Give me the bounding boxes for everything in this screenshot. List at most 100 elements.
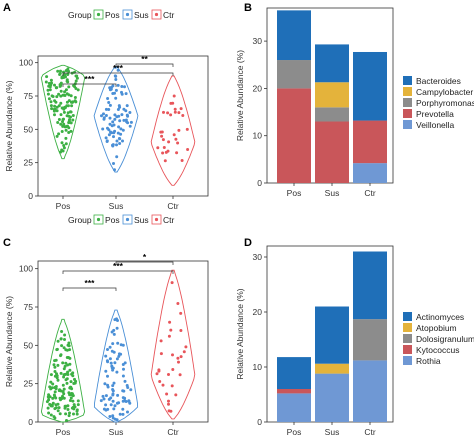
legend-label-pos: Pos <box>105 215 120 225</box>
y-tick-label: 100 <box>19 58 33 68</box>
data-point <box>62 74 66 78</box>
data-point <box>120 113 124 117</box>
plot-frame <box>37 260 209 423</box>
legend-swatch-prevotella <box>403 109 412 118</box>
data-point <box>166 149 170 153</box>
data-point <box>53 104 57 108</box>
data-point <box>173 107 177 111</box>
data-point <box>108 103 112 107</box>
data-point <box>111 399 115 403</box>
data-point <box>99 399 103 403</box>
data-point <box>61 390 65 394</box>
x-tick-label: Ctr <box>364 427 376 437</box>
significance-bracket <box>115 63 174 67</box>
data-point <box>62 346 66 350</box>
y-tick-label: 75 <box>24 302 34 312</box>
data-point <box>116 108 120 111</box>
data-point <box>64 404 68 408</box>
bar-segment-prevotella <box>315 121 349 183</box>
data-point <box>57 104 61 108</box>
data-point <box>162 146 166 149</box>
violin-ctr <box>150 75 196 186</box>
data-point <box>128 124 132 128</box>
data-point <box>59 69 62 73</box>
data-point <box>115 155 119 159</box>
data-point <box>102 397 106 401</box>
data-point <box>175 151 179 155</box>
data-point <box>72 382 76 385</box>
data-point <box>68 356 72 360</box>
data-point <box>61 120 64 124</box>
data-point <box>123 379 127 383</box>
data-point <box>54 100 58 104</box>
legend-label-ctr: Ctr <box>163 10 175 20</box>
data-point <box>185 127 189 131</box>
data-point <box>56 121 60 124</box>
data-point <box>62 117 65 121</box>
data-point <box>113 91 116 95</box>
data-point <box>110 124 114 128</box>
legend-key-dot <box>125 217 130 222</box>
data-point <box>49 78 53 82</box>
y-tick-label: 50 <box>24 124 34 134</box>
significance-label: *** <box>113 63 124 73</box>
data-point <box>52 393 56 397</box>
data-point <box>73 99 77 103</box>
data-point <box>112 381 116 385</box>
data-point <box>112 407 116 411</box>
data-point <box>115 115 119 119</box>
data-point <box>169 113 173 117</box>
data-point <box>113 404 117 408</box>
y-tick-label: 25 <box>24 158 34 168</box>
data-point <box>121 128 125 132</box>
bar-segment-kytococcus <box>277 389 311 394</box>
data-point <box>171 368 175 371</box>
data-point <box>117 352 121 356</box>
data-point <box>115 401 119 405</box>
data-point <box>119 127 123 131</box>
y-tick-label: 0 <box>257 417 262 427</box>
data-point <box>48 85 52 89</box>
data-point <box>63 373 67 376</box>
data-point <box>69 121 73 125</box>
data-point <box>61 93 65 97</box>
data-point <box>75 408 79 412</box>
data-point <box>103 382 107 386</box>
data-point <box>100 114 103 118</box>
data-point <box>120 85 124 88</box>
panel-a: A 0 25 50 75 100 Pos Sus Ctr Relative Abundance (… <box>3 2 209 211</box>
data-point <box>62 387 66 391</box>
data-point <box>68 393 72 397</box>
data-point <box>67 114 71 118</box>
data-point <box>107 101 111 104</box>
legend-swatch-kytococcus <box>403 345 412 354</box>
legend-label-bacteroides: Bacteroides <box>416 76 461 86</box>
data-point <box>59 81 63 85</box>
data-point <box>69 396 73 400</box>
data-point <box>70 100 74 104</box>
data-point <box>51 382 55 386</box>
data-point <box>111 84 115 88</box>
data-point <box>108 86 112 90</box>
legend-label-sus: Sus <box>134 215 149 225</box>
data-point <box>66 111 70 115</box>
data-point <box>67 341 71 345</box>
data-point <box>62 367 66 371</box>
data-point <box>118 119 122 123</box>
data-point <box>60 344 64 348</box>
data-point <box>121 374 125 378</box>
data-point <box>45 75 49 79</box>
data-point <box>104 114 108 117</box>
data-point <box>53 113 56 117</box>
data-point <box>128 111 132 114</box>
y-tick-label: 50 <box>24 340 34 350</box>
data-point <box>174 137 178 141</box>
data-point <box>115 357 119 361</box>
data-point <box>125 104 129 108</box>
data-point <box>179 329 183 332</box>
data-point <box>115 143 118 147</box>
legend-label-prevotella: Prevotella <box>416 109 454 119</box>
data-point <box>179 355 183 359</box>
data-point <box>186 148 190 151</box>
data-point <box>106 360 110 364</box>
